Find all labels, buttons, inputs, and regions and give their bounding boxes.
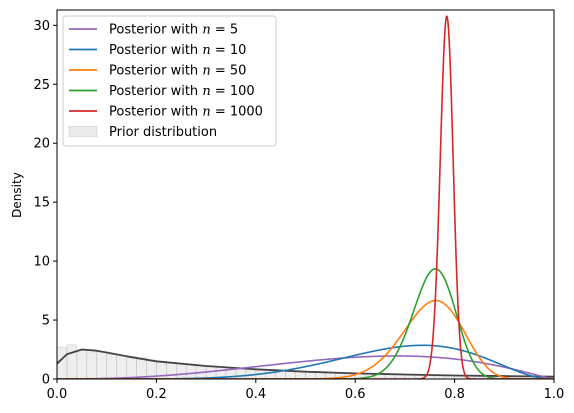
prior-histogram-bar (106, 353, 117, 379)
legend-box (62, 15, 277, 147)
prior-histogram-bar (76, 350, 88, 379)
prior-histogram-bar (285, 370, 296, 379)
y-tick-label: 30 (33, 19, 50, 34)
series-line-100 (57, 267, 554, 379)
prior-histogram-bar (166, 362, 177, 379)
legend: Posterior with n = 5 Posterior with n = 1… (62, 15, 277, 147)
prior-histogram-bar (96, 351, 108, 379)
y-axis-label: Density (10, 172, 24, 218)
x-tick-label: 0.0 (47, 387, 68, 402)
prior-histogram-bar (116, 355, 127, 379)
y-tick-label: 5 (42, 314, 50, 329)
prior-histogram-bar (86, 351, 98, 379)
prior-histogram-bar (66, 344, 78, 379)
legend-label: Posterior with n = 10 (109, 43, 246, 58)
x-tick-label: 0.6 (345, 387, 366, 402)
x-tick-label: 0.8 (444, 387, 465, 402)
legend-label: Posterior with n = 100 (109, 84, 255, 99)
prior-histogram-bar (57, 346, 68, 379)
prior-histogram-bar (175, 363, 187, 379)
x-axis: 0.0 0.2 0.4 0.6 0.8 1.0 (47, 379, 565, 402)
x-tick-label: 0.4 (245, 387, 266, 402)
y-tick-label: 25 (33, 78, 50, 93)
legend-label: Prior distribution (109, 125, 217, 140)
x-tick-label: 0.2 (146, 387, 167, 402)
plot-frame (56, 9, 555, 380)
y-tick-label: 15 (33, 196, 50, 211)
prior-histogram-bar (185, 363, 197, 379)
prior-histogram-bar (126, 356, 137, 379)
prior-histogram-bar (235, 368, 247, 379)
legend-label: Posterior with n = 5 (109, 23, 238, 38)
y-tick-label: 10 (33, 255, 50, 270)
y-tick-label: 0 (42, 373, 50, 388)
prior-histogram (57, 344, 554, 379)
prior-density-line (57, 348, 554, 378)
y-axis: 0 5 10 15 20 25 30 (33, 19, 57, 388)
legend-label: Posterior with n = 50 (109, 64, 246, 79)
prior-histogram-bar (136, 357, 147, 379)
x-tick-label: 1.0 (544, 387, 565, 402)
y-tick-label: 20 (33, 137, 50, 152)
series-line-5 (57, 355, 554, 379)
prior-histogram-bar (265, 369, 276, 379)
legend-swatch (68, 126, 98, 137)
legend-label: Posterior with n = 1000 (109, 105, 263, 120)
